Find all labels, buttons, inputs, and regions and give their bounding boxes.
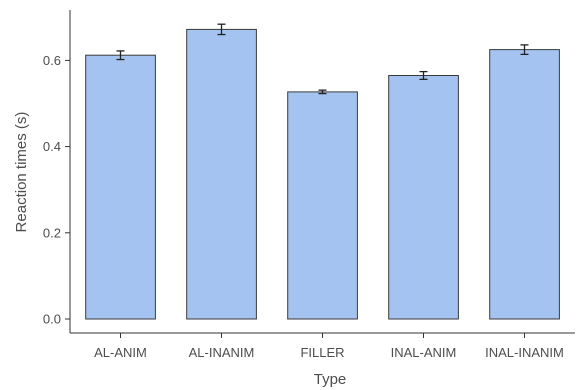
error-bars-group [116,23,529,95]
x-tick-label: INAL-INANIM [485,345,564,360]
y-ticks-group: 0.0 0.2 0.4 0.6 [43,53,70,327]
error-bar-inal-inanim [520,44,529,56]
error-bar-filler [318,89,327,95]
x-axis-title: Type [314,371,347,388]
error-bar-al-anim [116,50,125,61]
x-tick-label: FILLER [300,345,344,360]
x-ticks-group: AL-ANIM AL-INANIM FILLER INAL-ANIM INAL-INAN… [94,333,564,360]
x-tick-label: AL-INANIM [189,345,255,360]
bars-group [85,28,560,320]
bar-inal-anim [388,75,459,320]
bar-filler [287,91,358,320]
bar-al-inanim [186,28,257,320]
error-bar-inal-anim [419,70,428,81]
y-tick-label: 0.4 [43,139,61,154]
y-tick-label: 0.0 [43,312,61,327]
y-tick-label: 0.6 [43,53,61,68]
x-tick-label: INAL-ANIM [391,345,457,360]
error-bar-al-inanim [217,23,226,36]
bar-al-anim [85,54,156,320]
bar-inal-inanim [489,49,560,320]
x-tick-label: AL-ANIM [94,345,147,360]
y-tick-label: 0.2 [43,225,61,240]
y-axis-title: Reaction times (s) [13,112,30,233]
